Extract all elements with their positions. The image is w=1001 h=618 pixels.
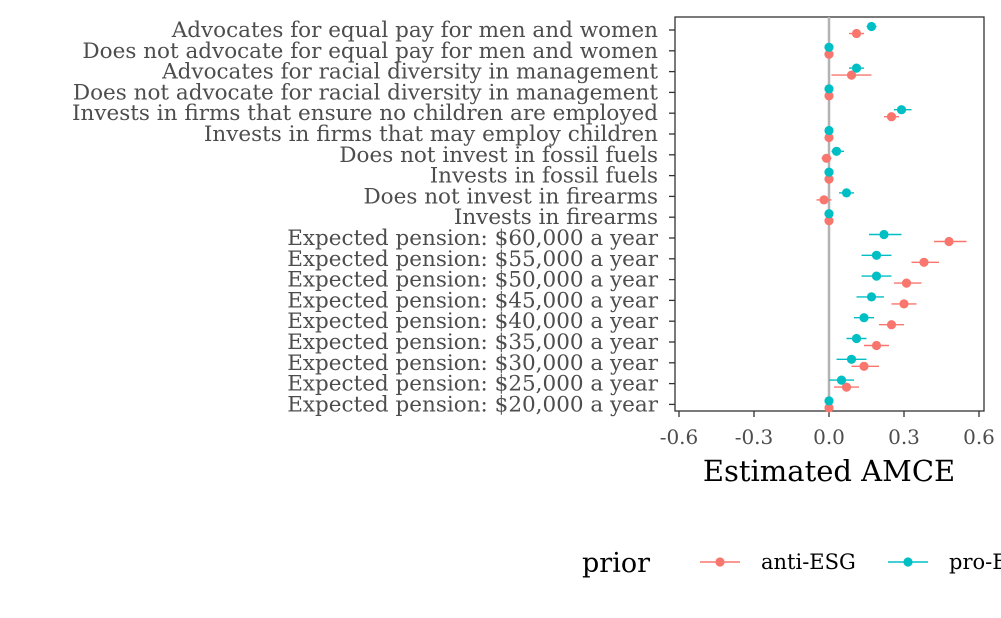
legend: prior anti-ESG pro-E (582, 548, 1001, 579)
data-point (899, 299, 909, 309)
y-category-label: Does not invest in firearms (363, 184, 658, 209)
x-axis: -0.6 -0.3 0.0 0.3 0.6 (660, 411, 995, 449)
data-point (866, 292, 877, 302)
x-axis-title: Estimated AMCE (703, 454, 955, 488)
data-point (896, 105, 907, 115)
data-point (824, 216, 834, 226)
y-axis-ticks (669, 29, 675, 406)
data-point (919, 257, 929, 267)
data-point (886, 112, 897, 122)
data-point (824, 403, 834, 413)
y-category-label: Does not advocate for racial diversity i… (73, 80, 659, 105)
data-point (866, 21, 877, 32)
data-point (886, 320, 897, 330)
y-category-label: Expected pension: $40,000 a year (287, 309, 659, 334)
y-category-label: Invests in firms that may employ childre… (204, 122, 658, 147)
y-category-label: Does not invest in fossil fuels (339, 143, 658, 168)
data-point (824, 209, 834, 219)
data-point (819, 195, 829, 205)
x-tick-label: 0.6 (963, 425, 995, 449)
data-point (824, 42, 834, 52)
x-tick-label: -0.3 (735, 425, 774, 449)
data-point (851, 28, 862, 39)
data-point (824, 132, 834, 143)
y-category-label: Expected pension: $60,000 a year (287, 226, 659, 251)
data-point (821, 153, 832, 163)
data-point (824, 396, 834, 406)
data-point (824, 91, 834, 101)
y-category-label: Invests in firearms (454, 205, 658, 230)
x-tick-label: 0.3 (888, 425, 920, 449)
data-point (846, 70, 857, 80)
legend-entry: pro-E (888, 550, 1001, 574)
series-anti-esg (816, 28, 967, 413)
data-point (824, 167, 834, 177)
y-category-label: Does not advocate for equal pay for men … (82, 39, 658, 64)
y-category-label: Invests in fossil fuels (430, 164, 658, 189)
legend-title: prior (582, 548, 650, 579)
y-category-label: Expected pension: $35,000 a year (287, 330, 659, 355)
legend-key-point (715, 557, 725, 567)
data-point (944, 236, 954, 247)
data-point (851, 63, 862, 73)
data-point (841, 382, 852, 392)
x-tick-label: 0.0 (813, 425, 845, 449)
data-point (901, 278, 912, 288)
data-point (824, 49, 834, 59)
x-tick-label: -0.6 (660, 425, 699, 449)
y-category-label: Expected pension: $45,000 a year (287, 288, 659, 313)
data-point (846, 354, 857, 364)
legend-entry: anti-ESG (700, 550, 856, 574)
data-point (824, 84, 834, 94)
y-category-label: Expected pension: $25,000 a year (287, 372, 659, 397)
data-point (871, 271, 882, 281)
data-point (836, 375, 847, 385)
y-category-label: Invests in firms that ensure no children… (72, 101, 658, 126)
chart-marks (816, 21, 967, 413)
legend-key-point (903, 557, 913, 567)
data-point (831, 146, 842, 156)
data-point (879, 229, 889, 240)
data-point (841, 188, 852, 198)
data-point (871, 250, 882, 260)
data-point (859, 313, 869, 323)
y-category-label: Expected pension: $50,000 a year (287, 268, 659, 293)
data-point (824, 125, 834, 136)
y-axis-category-labels: Advocates for equal pay for men and wome… (72, 18, 659, 417)
y-category-label: Expected pension: $30,000 a year (287, 351, 659, 376)
data-point (871, 340, 882, 351)
y-category-label: Expected pension: $20,000 a year (287, 392, 659, 417)
legend-label: pro-E (949, 550, 1001, 574)
series-pro-e (824, 21, 912, 406)
data-point (851, 333, 862, 344)
y-category-label: Advocates for racial diversity in manage… (161, 60, 658, 85)
data-point (824, 174, 834, 184)
data-point (859, 361, 869, 371)
y-category-label: Expected pension: $55,000 a year (287, 247, 659, 272)
legend-label: anti-ESG (761, 550, 856, 574)
y-category-label: Advocates for equal pay for men and wome… (171, 18, 658, 43)
